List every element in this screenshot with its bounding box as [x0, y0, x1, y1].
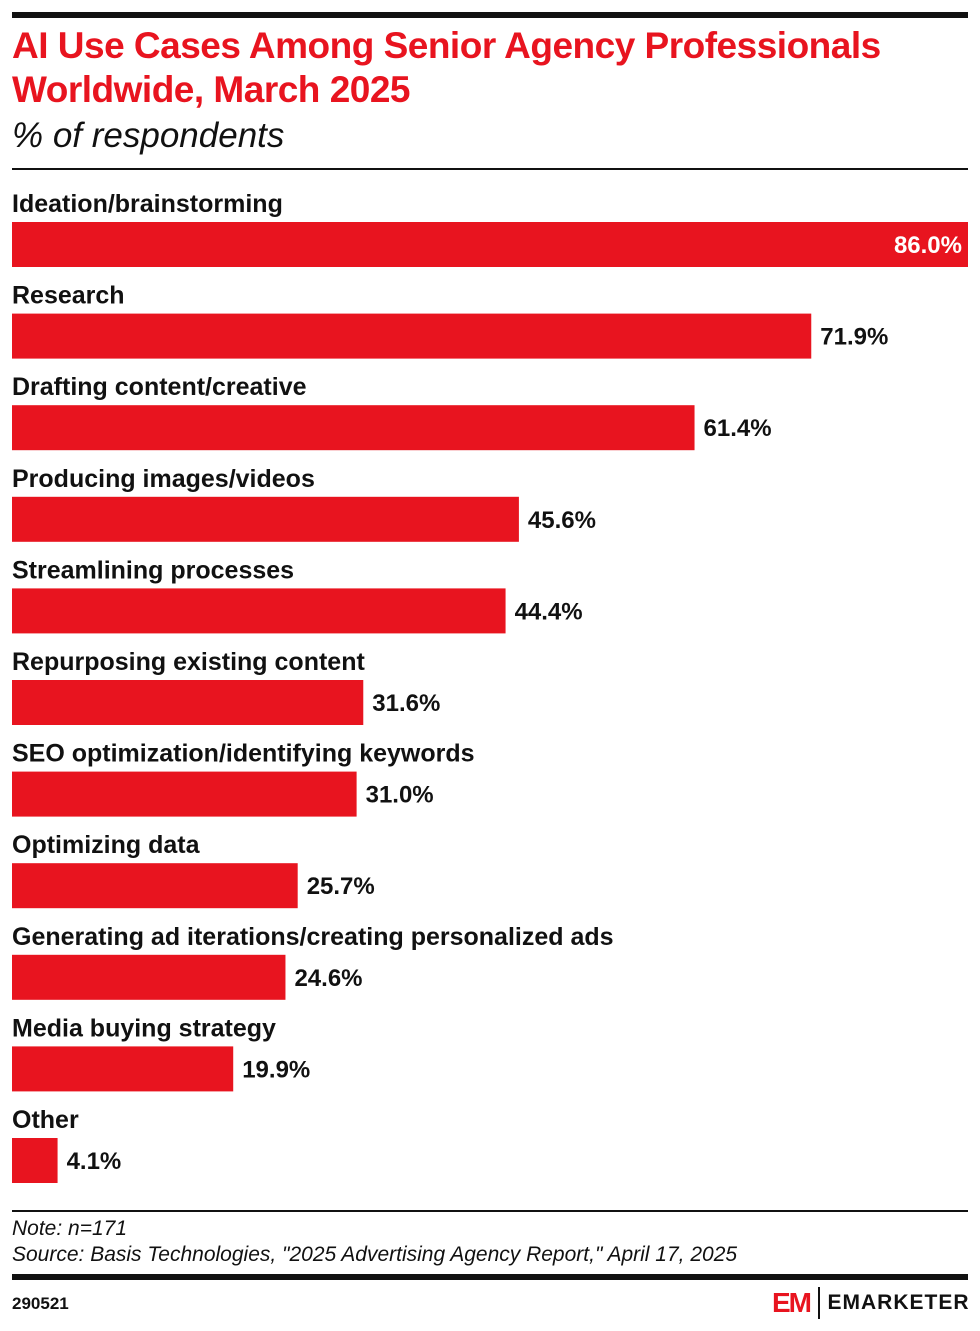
category-label: Producing images/videos [12, 465, 315, 493]
value-label: 61.4% [704, 415, 772, 442]
chart-title: AI Use Cases Among Senior Agency Profess… [12, 25, 881, 110]
chart-id: 290521 [12, 1294, 69, 1313]
value-label: 31.0% [366, 782, 434, 809]
bar [12, 1138, 58, 1183]
top-border [12, 12, 968, 18]
bar [12, 680, 364, 725]
value-label: 4.1% [67, 1148, 122, 1175]
value-label: 86.0% [894, 232, 962, 259]
bar [12, 1046, 234, 1092]
category-label: Drafting content/creative [12, 373, 307, 401]
bar [12, 313, 812, 359]
category-label: Media buying strategy [12, 1014, 276, 1042]
bar [12, 496, 519, 542]
logo-mark: EM [772, 1287, 812, 1318]
value-label: 19.9% [242, 1056, 310, 1083]
bar [12, 954, 286, 1000]
value-label: 71.9% [820, 324, 888, 351]
value-label: 45.6% [528, 507, 596, 534]
value-label: 44.4% [515, 598, 583, 625]
category-label: Ideation/brainstorming [12, 190, 283, 218]
bar [12, 405, 695, 451]
category-label: Repurposing existing content [12, 648, 365, 676]
category-label: Other [12, 1106, 79, 1134]
brand-name: EMARKETER [827, 1291, 970, 1314]
bar [12, 863, 298, 909]
source-text: Source: Basis Technologies, "2025 Advert… [12, 1243, 738, 1266]
footer-border [12, 1274, 968, 1280]
category-label: Generating ad iterations/creating person… [12, 923, 614, 951]
category-label: Research [12, 282, 125, 310]
value-label: 25.7% [307, 873, 375, 900]
emarketer-logo: EM EMARKETER [772, 1287, 970, 1319]
logo-separator [818, 1287, 820, 1319]
note-text: Note: n=171 [12, 1217, 128, 1240]
value-label: 31.6% [372, 690, 440, 717]
category-label: Optimizing data [12, 831, 201, 859]
value-label: 24.6% [294, 965, 362, 992]
category-label: SEO optimization/identifying keywords [12, 740, 475, 768]
chart-subtitle: % of respondents [12, 116, 285, 155]
footer-divider [12, 1210, 968, 1212]
category-label: Streamlining processes [12, 556, 294, 584]
bar [12, 222, 968, 267]
bar [12, 771, 357, 817]
bar [12, 588, 506, 634]
header-divider [12, 168, 968, 170]
